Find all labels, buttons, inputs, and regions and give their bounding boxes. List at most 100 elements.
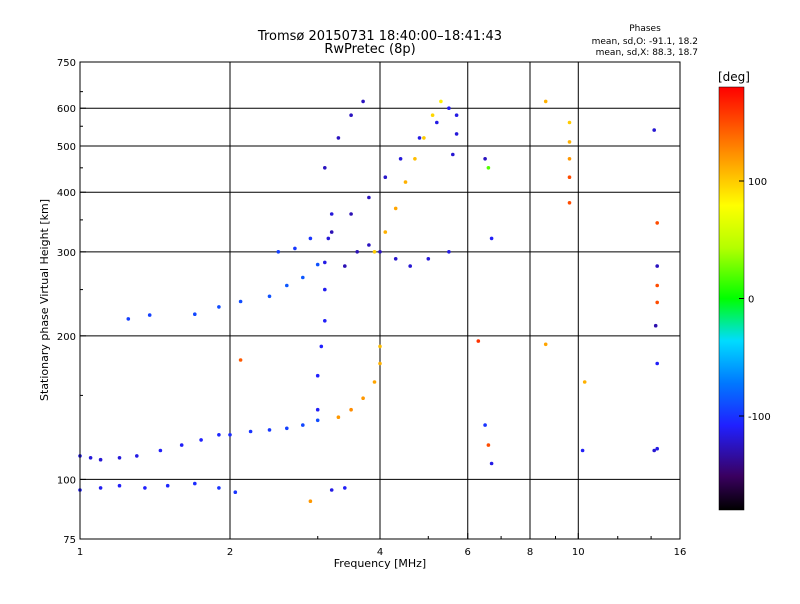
data-point	[217, 486, 221, 490]
data-point	[454, 113, 459, 117]
data-point	[372, 250, 377, 254]
data-point	[323, 319, 327, 323]
data-point	[117, 456, 122, 460]
colorbar-tick-label: -100	[748, 412, 771, 423]
data-point	[435, 120, 439, 125]
data-point	[349, 407, 353, 412]
data-point	[98, 486, 103, 490]
data-point	[349, 212, 353, 216]
data-point	[486, 443, 491, 447]
data-point	[476, 339, 481, 343]
data-point	[489, 236, 494, 241]
stats-line-o: mean, sd,O: -91.1, 18.2	[592, 37, 698, 47]
data-point	[349, 113, 353, 117]
data-point	[147, 313, 152, 317]
data-point	[343, 486, 347, 490]
data-point	[293, 246, 297, 251]
data-point	[378, 361, 382, 366]
data-point	[367, 195, 371, 200]
data-point	[158, 448, 163, 453]
data-point	[308, 236, 313, 241]
colorbar-ticks: 100 0 -100	[739, 177, 771, 423]
data-point	[361, 99, 365, 104]
data-point	[426, 257, 431, 261]
data-point	[308, 499, 313, 504]
data-point	[323, 166, 327, 170]
data-point	[323, 287, 327, 292]
colorbar-tick-label: 0	[748, 295, 754, 306]
data-point	[655, 446, 659, 451]
data-point	[393, 206, 398, 211]
data-point	[408, 264, 413, 268]
y-axis-label: Stationary phase Virtual Height [km]	[38, 199, 51, 401]
data-point	[413, 157, 417, 161]
data-point	[652, 448, 656, 453]
data-point	[329, 212, 334, 216]
data-point	[233, 490, 238, 495]
x-tick-label: 8	[527, 547, 533, 558]
y-tick-label: 400	[57, 188, 76, 199]
x-axis-label: Frequency [MHz]	[334, 557, 426, 570]
data-point	[451, 152, 455, 157]
data-point	[378, 344, 382, 349]
y-axis: 75 100 200 300 400 500 600 750	[57, 58, 86, 546]
data-point	[483, 423, 487, 427]
colorbar-tick-label: 100	[748, 177, 767, 188]
data-point	[315, 407, 320, 412]
data-point	[439, 99, 443, 104]
y-tick-label: 75	[63, 535, 76, 546]
data-point	[543, 342, 548, 347]
data-point	[655, 264, 659, 268]
data-point	[238, 299, 243, 304]
data-point	[319, 344, 324, 349]
y-tick-label: 750	[57, 58, 76, 69]
data-point	[143, 486, 147, 490]
data-point	[217, 305, 221, 309]
data-point	[267, 294, 272, 299]
data-point	[367, 243, 371, 247]
data-point	[248, 429, 253, 434]
grid-lines	[80, 62, 680, 539]
data-point	[126, 317, 131, 321]
x-tick-label: 10	[572, 547, 585, 558]
data-point	[454, 132, 459, 136]
data-point	[447, 106, 451, 110]
data-points	[78, 99, 659, 504]
chart-subtitle: RwPretec (8p)	[324, 42, 415, 57]
y-tick-label: 200	[57, 332, 76, 343]
data-point	[315, 418, 320, 423]
data-point	[567, 140, 572, 144]
x-tick-label: 16	[674, 547, 687, 558]
y-tick-label: 300	[57, 248, 76, 259]
data-point	[655, 361, 659, 366]
data-point	[403, 180, 408, 184]
data-point	[217, 433, 221, 437]
data-point	[329, 230, 334, 234]
data-point	[228, 433, 232, 437]
data-point	[117, 483, 122, 488]
data-point	[483, 157, 487, 161]
x-tick-label: 4	[377, 547, 383, 558]
x-tick-label: 2	[227, 547, 233, 558]
data-point	[323, 260, 327, 265]
data-point	[285, 283, 289, 288]
data-point	[655, 283, 659, 288]
data-point	[267, 428, 272, 432]
x-axis: 1 2 4 6 8 10 16	[77, 533, 687, 558]
data-point	[315, 373, 320, 378]
data-point	[98, 457, 103, 462]
chart-title: Tromsø 20150731 18:40:00–18:41:43	[257, 29, 502, 44]
data-point	[393, 257, 398, 261]
y-tick-label: 600	[57, 104, 76, 115]
data-point	[422, 136, 426, 140]
data-point	[315, 262, 320, 267]
data-point	[652, 128, 656, 132]
data-point	[336, 415, 341, 420]
data-point	[326, 236, 331, 241]
y-tick-label: 100	[57, 475, 76, 486]
stats-line-x: mean, sd,X: 88.3, 18.7	[596, 48, 698, 58]
data-point	[238, 358, 243, 362]
data-point	[329, 488, 334, 492]
